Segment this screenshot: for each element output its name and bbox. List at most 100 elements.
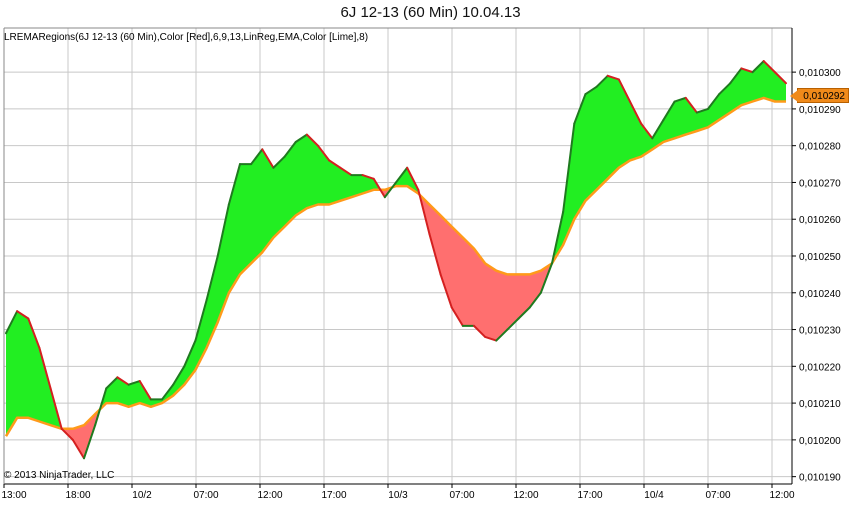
chart-frame — [3, 27, 793, 485]
linreg-segment — [718, 82, 732, 96]
linreg-segment — [138, 380, 152, 401]
linreg-segment — [83, 424, 97, 460]
y-tick-label: 0,010210 — [799, 399, 841, 410]
bullish-region — [392, 167, 420, 195]
linreg-segment — [372, 177, 386, 199]
linreg-segment — [695, 107, 709, 114]
linreg-segment — [629, 100, 643, 125]
linreg-segment — [94, 387, 108, 427]
x-tick-label: 07:00 — [705, 490, 730, 501]
x-tick-label: 10/2 — [132, 490, 152, 501]
indicator-label: LREMARegions(6J 12-13 (60 Min),Color [Re… — [4, 32, 369, 43]
linreg-segment — [484, 335, 498, 342]
x-tick-label: 07:00 — [193, 490, 218, 501]
linreg-segment — [417, 188, 431, 235]
linreg-segment — [361, 174, 375, 180]
linreg-segment — [729, 67, 743, 85]
linreg-segment — [339, 166, 353, 177]
linreg-segment — [27, 317, 41, 349]
chart-title: 6J 12-13 (60 Min) 10.04.13 — [340, 4, 521, 21]
bearish-region — [419, 194, 552, 341]
linreg-segment — [16, 310, 30, 320]
x-tick-label: 17:00 — [321, 490, 346, 501]
linreg-segment — [595, 74, 609, 88]
x-tick-label: 10/4 — [644, 490, 664, 501]
x-tick-label: 12:00 — [513, 490, 538, 501]
linreg-segment — [617, 78, 631, 103]
x-tick-label: 13:00 — [1, 490, 26, 501]
linreg-segment — [294, 133, 308, 143]
linreg-segment — [71, 438, 85, 460]
linreg-segment — [439, 273, 453, 309]
last-price-marker: 0,010292 — [790, 88, 849, 103]
price-axis[interactable]: 0,010190 0,010200 0,010210 0,010220 0,010230… — [792, 68, 841, 484]
linreg-segment — [551, 210, 565, 265]
time-axis[interactable]: 13:00 18:00 10/2 07:00 12:00 17:00 10/3 07:00 12… — [1, 484, 795, 501]
linreg-segment — [161, 383, 175, 401]
y-tick-label: 0,010270 — [799, 178, 841, 189]
y-tick-label: 0,010200 — [799, 436, 841, 447]
linreg-segment — [707, 93, 721, 110]
x-tick-label: 18:00 — [65, 490, 90, 501]
linreg-segment — [395, 166, 409, 184]
linreg-segment — [428, 232, 442, 276]
y-tick-label: 0,010300 — [799, 68, 841, 79]
x-tick-label: 17:00 — [577, 490, 602, 501]
linreg-segment — [495, 328, 509, 342]
bullish-region — [6, 311, 62, 437]
y-tick-label: 0,010290 — [799, 105, 841, 116]
y-tick-label: 0,010260 — [799, 215, 841, 226]
linreg-segment — [562, 122, 576, 213]
linreg-segment — [127, 380, 141, 386]
linreg-segment — [317, 144, 331, 162]
linreg-segment — [305, 133, 319, 147]
linreg-segment — [49, 387, 63, 430]
linreg-segment — [584, 85, 598, 96]
x-tick-label: 12:00 — [257, 490, 282, 501]
bullish-region — [552, 61, 786, 264]
bullish-region — [99, 134, 381, 410]
linreg-segment — [606, 74, 620, 81]
y-tick-label: 0,010240 — [799, 289, 841, 300]
linreg-segment — [506, 317, 520, 331]
linreg-segment — [640, 122, 654, 140]
y-tick-label: 0,010230 — [799, 326, 841, 337]
linreg-segment — [673, 96, 687, 103]
linreg-segment — [60, 427, 74, 441]
copyright-label: © 2013 NinjaTrader, LLC — [4, 470, 115, 481]
y-tick-label: 0,010190 — [799, 473, 841, 484]
linreg-segment — [194, 299, 208, 342]
linreg-segment — [740, 67, 754, 74]
linreg-segment — [105, 376, 119, 390]
linreg-segment — [773, 71, 787, 85]
region-fills — [6, 61, 786, 459]
linreg-segment — [172, 365, 186, 386]
linreg-segment — [328, 159, 342, 169]
linreg-segment — [450, 306, 464, 327]
linreg-segment — [227, 163, 241, 206]
linreg-segment — [406, 166, 420, 191]
linreg-segment — [216, 203, 230, 257]
linreg-segment — [662, 100, 676, 121]
x-tick-label: 07:00 — [449, 490, 474, 501]
x-tick-label: 10/3 — [388, 490, 408, 501]
linreg-segment — [651, 118, 665, 140]
linreg-segment — [283, 141, 297, 158]
linreg-segment — [250, 148, 264, 166]
y-tick-label: 0,010280 — [799, 142, 841, 153]
ema-line — [4, 96, 786, 437]
linreg-segment — [539, 262, 553, 294]
y-tick-label: 0,010220 — [799, 362, 841, 373]
y-tick-label: 0,010250 — [799, 252, 841, 263]
linreg-segment — [272, 155, 286, 169]
linreg-segment — [383, 181, 397, 199]
linreg-segment — [38, 346, 52, 390]
linreg-segment — [684, 96, 698, 114]
bearish-region — [61, 409, 100, 459]
linreg-segment — [762, 60, 776, 74]
linreg-segment — [573, 93, 587, 125]
linreg-segment — [751, 60, 765, 74]
linreg-segment — [517, 306, 531, 320]
indicator-lines — [4, 60, 787, 460]
